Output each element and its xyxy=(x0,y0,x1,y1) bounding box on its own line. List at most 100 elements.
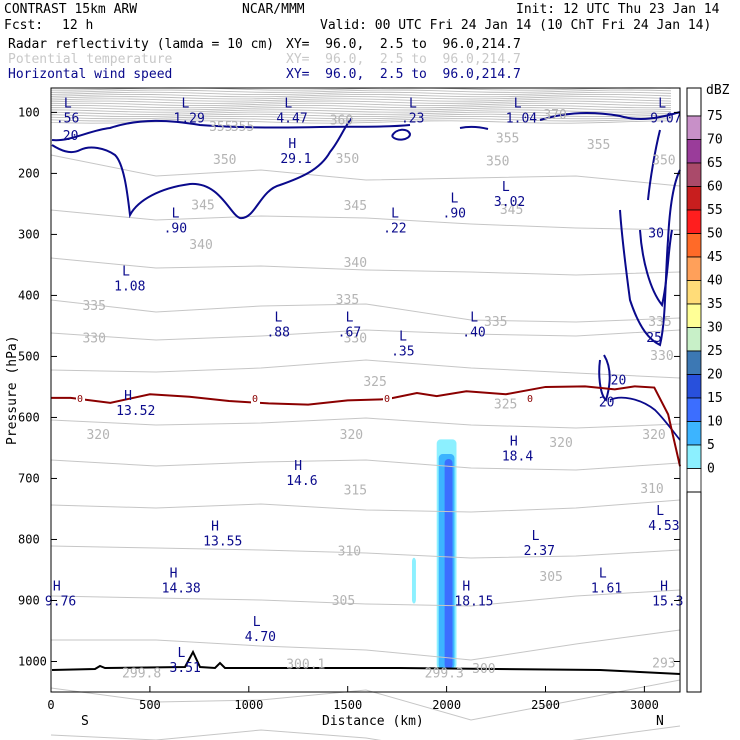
terrain xyxy=(51,649,681,675)
extremum-value: .22 xyxy=(383,221,406,236)
extremum-type: H xyxy=(660,580,668,595)
colorbar-swatch xyxy=(686,209,702,234)
theta-line-upper xyxy=(50,118,672,122)
theta-label: 345 xyxy=(344,199,367,214)
y-tick-label: 900 xyxy=(18,593,40,607)
freezing-label-bg xyxy=(76,392,85,404)
extremum-value: 3.51 xyxy=(170,661,201,676)
colorbar-swatch xyxy=(686,468,702,493)
source-label: NCAR/MMM xyxy=(242,2,305,17)
x-tick-label: 1000 xyxy=(234,698,263,712)
wind-contour xyxy=(598,354,611,402)
theta-label: 355 xyxy=(587,138,610,153)
wind-label: 25 xyxy=(646,331,662,346)
extremum-value: 4.70 xyxy=(245,630,276,645)
extremum-type: L xyxy=(284,97,292,112)
wind-label: 20 xyxy=(63,129,79,144)
extremum-type: L xyxy=(656,504,664,519)
freezing-label-bg xyxy=(383,392,392,404)
extremum-type: L xyxy=(658,97,666,112)
theta-label: 330 xyxy=(82,332,105,347)
extremum-value: 29.1 xyxy=(280,152,311,167)
freezing-label: 0 xyxy=(252,394,258,405)
extremum-type: L xyxy=(502,180,510,195)
extremum-value: 1.61 xyxy=(591,581,622,596)
theta-label: 310 xyxy=(640,482,663,497)
extremum-value: 4.53 xyxy=(648,519,679,534)
extremum-value: 15.3 xyxy=(652,595,683,610)
wind-contour xyxy=(609,396,681,441)
forecast-label: Fcst: xyxy=(4,18,44,33)
theta-line-upper xyxy=(50,98,672,102)
colorbar-level-label: 65 xyxy=(707,156,723,171)
colorbar-level-label: 40 xyxy=(707,274,723,289)
extremum-type: L xyxy=(64,97,72,112)
colorbar-top-cap xyxy=(686,87,702,117)
extremum-value: 14.6 xyxy=(286,474,317,489)
extremum-type: L xyxy=(451,192,459,207)
theta-label: 350 xyxy=(336,152,359,167)
freezing-label: 0 xyxy=(77,394,83,405)
extremum-type: H xyxy=(53,580,61,595)
colorbar-swatch xyxy=(686,303,702,328)
colorbar-level-label: 45 xyxy=(707,250,723,265)
theta-label: 299.8 xyxy=(122,666,161,681)
extremum-value: 14.38 xyxy=(162,581,201,596)
wind-contour xyxy=(391,128,412,141)
field-xy-wind: XY= 96.0, 2.5 to 96.0,214.7 xyxy=(286,67,521,82)
colorbar-level-label: 20 xyxy=(707,368,723,383)
theta-contours xyxy=(50,87,681,740)
freezing-level: 0 0 0 0 xyxy=(51,385,681,467)
wind-contour xyxy=(647,129,661,201)
extremum-type: L xyxy=(182,97,190,112)
colorbar-swatch xyxy=(686,350,702,375)
wind-contours xyxy=(51,111,681,441)
colorbar-level-label: 10 xyxy=(707,415,723,430)
extremum-value: .90 xyxy=(443,207,466,222)
extremum-type: L xyxy=(599,566,607,581)
theta-label: 355 xyxy=(496,131,519,146)
theta-label: 299.3 xyxy=(425,666,464,681)
model-title: CONTRAST 15km ARW xyxy=(4,2,138,17)
colorbar-swatch xyxy=(686,374,702,399)
extremum-value: 18.15 xyxy=(454,595,493,610)
field-xy-reflectivity: XY= 96.0, 2.5 to 96.0,214.7 xyxy=(286,37,521,52)
theta-line-upper xyxy=(50,93,672,98)
theta-label: 340 xyxy=(344,256,367,271)
extremum-type: H xyxy=(211,519,219,534)
plot-background xyxy=(51,88,680,692)
theta-line-upper xyxy=(50,111,672,115)
theta-label: 300.1 xyxy=(286,657,325,672)
theta-line-upper xyxy=(50,104,672,109)
theta-line xyxy=(50,417,681,429)
colorbar-swatch xyxy=(686,421,702,446)
theta-line-upper xyxy=(50,96,672,100)
colorbar-swatch xyxy=(686,233,702,258)
x-tick-label: 1500 xyxy=(333,698,362,712)
theta-label: 355 xyxy=(231,120,254,135)
colorbar-swatch xyxy=(686,139,702,164)
colorbar-level-label: 0 xyxy=(707,462,715,477)
freezing-label: 0 xyxy=(527,394,533,405)
colorbar-level-label: 25 xyxy=(707,344,723,359)
y-tick-label: 800 xyxy=(18,532,40,546)
extremum-value: 1.04 xyxy=(506,112,537,127)
wind-label: 20 xyxy=(599,396,615,411)
theta-line xyxy=(50,299,681,323)
wind-contour xyxy=(639,229,673,308)
theta-label: 320 xyxy=(340,428,363,443)
field-name-theta: Potential temperature xyxy=(8,52,173,67)
theta-line xyxy=(50,329,681,341)
colorbar-swatch xyxy=(686,397,702,422)
theta-label: 350 xyxy=(652,153,675,168)
x-tick-label: 3000 xyxy=(630,698,659,712)
theta-line-upper xyxy=(50,107,672,111)
y-tick-label: 300 xyxy=(18,227,40,241)
terrain-line xyxy=(51,649,681,675)
wind-contour xyxy=(51,117,353,220)
colorbar-swatch xyxy=(686,186,702,211)
theta-line-upper xyxy=(50,89,672,93)
theta-label: 320 xyxy=(86,428,109,443)
extremum-type: L xyxy=(470,311,478,326)
